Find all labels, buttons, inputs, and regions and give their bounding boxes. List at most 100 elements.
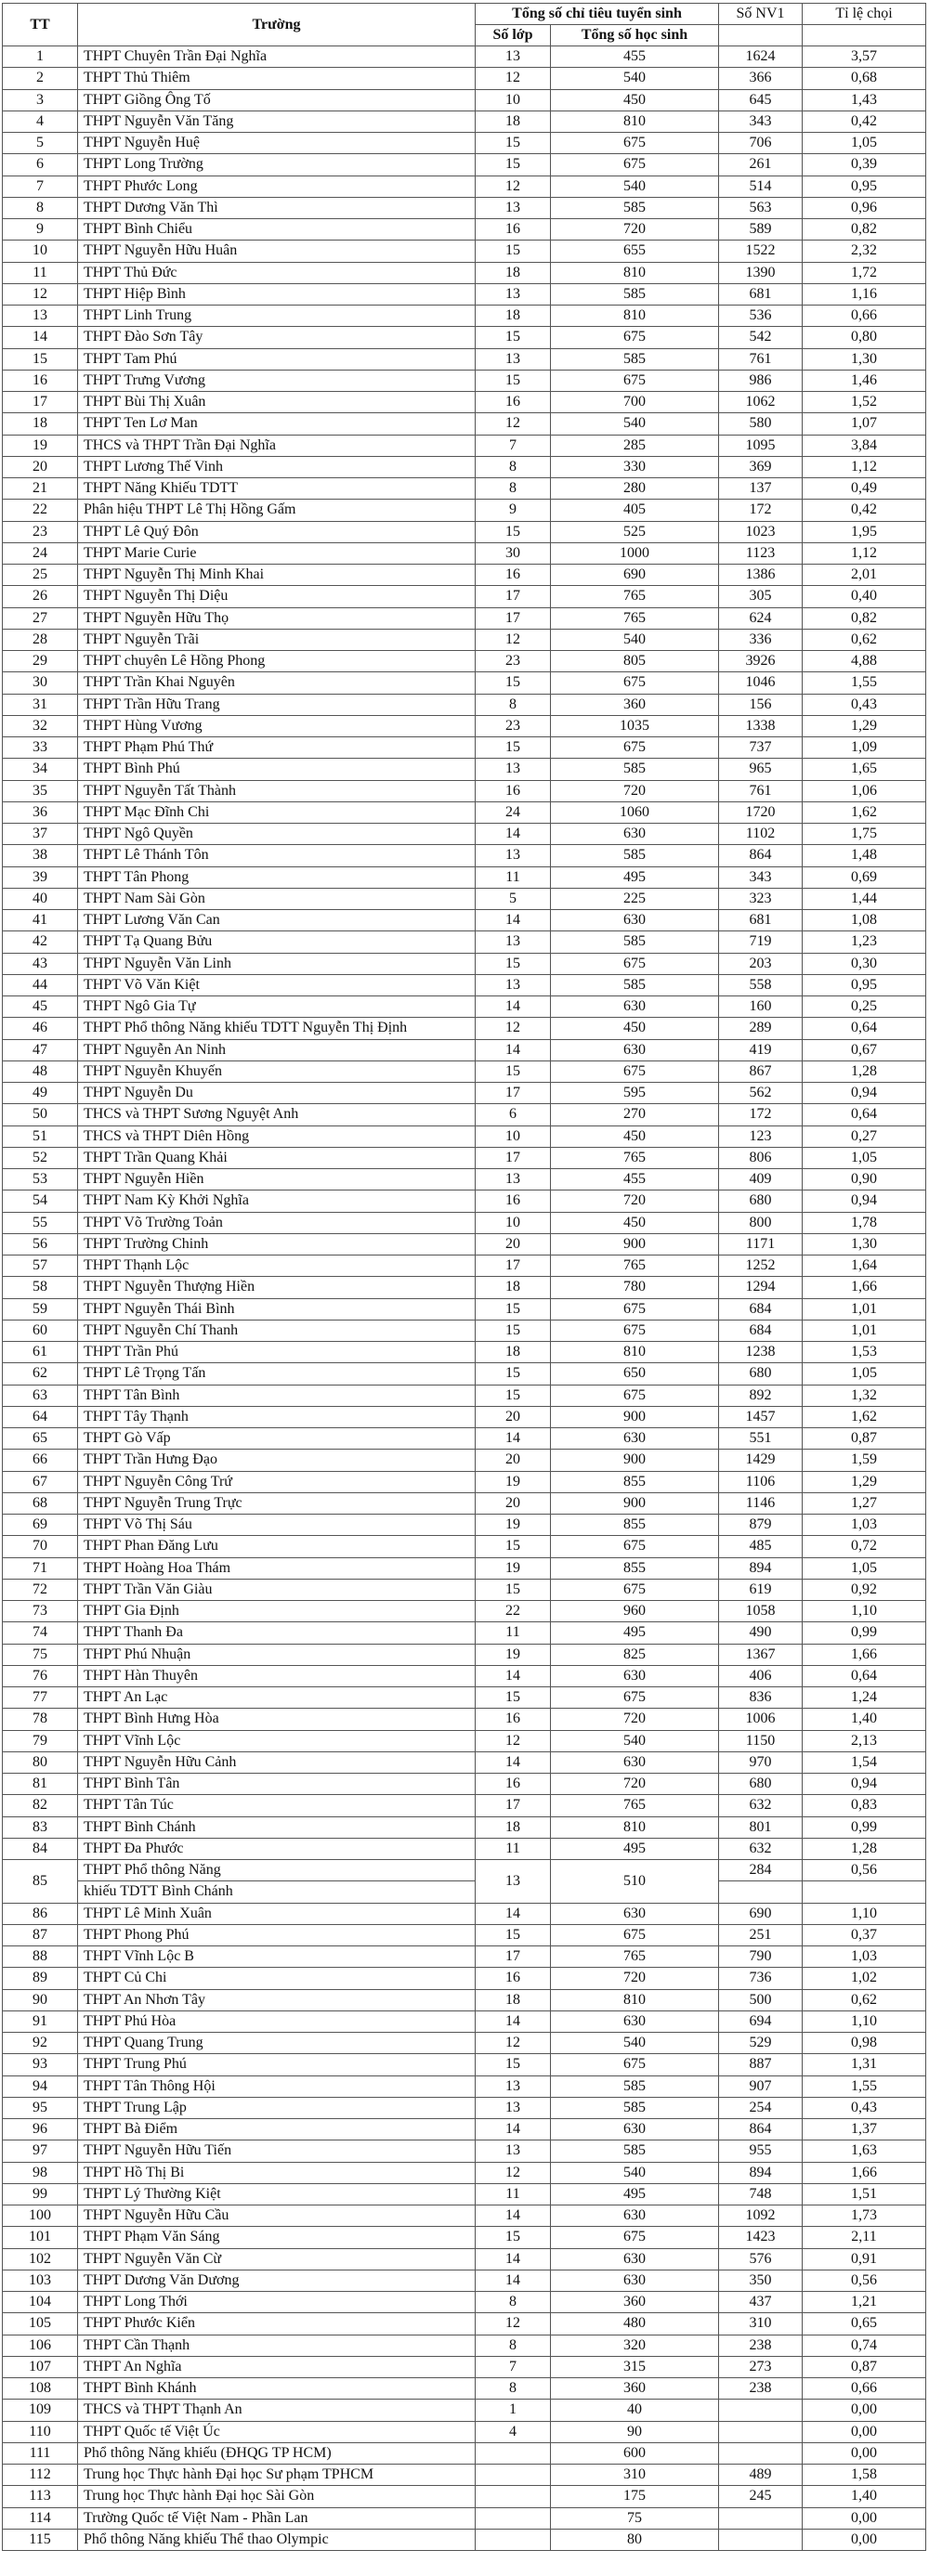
cell-class-count: 12 xyxy=(475,1017,551,1040)
cell-school: Phổ thông Năng khiếu Thể thao Olympic xyxy=(77,2528,476,2552)
cell-student-total: 630 xyxy=(550,908,719,932)
cell-school: THPT Nguyễn Thượng Hiền xyxy=(77,1276,476,1299)
cell-nv1: 563 xyxy=(718,196,803,220)
cell-class-count xyxy=(475,2441,551,2465)
cell-tt: 112 xyxy=(2,2463,78,2487)
cell-ratio: 0,37 xyxy=(802,1923,926,1947)
cell-school: THPT Hoàng Hoa Thám xyxy=(77,1556,476,1580)
cell-class-count: 15 xyxy=(475,1060,551,1084)
cell-class-count: 18 xyxy=(475,1276,551,1299)
table-row: 44 THPT Võ Văn Kiệt 13 585 558 0,95 xyxy=(2,973,926,997)
table-row: 78 THPT Bình Hưng Hòa 16 720 1006 1,40 xyxy=(2,1708,926,1731)
table-row: 62 THPT Lê Trọng Tấn 15 650 680 1,05 xyxy=(2,1362,926,1386)
cell-class-count: 14 xyxy=(475,2204,551,2228)
cell-nv1: 514 xyxy=(718,175,803,198)
cell-ratio: 1,01 xyxy=(802,1319,926,1343)
cell-school: THPT Nguyễn Hữu Huân xyxy=(77,240,476,263)
cell-class-count: 15 xyxy=(475,520,551,543)
cell-school: THPT Vĩnh Lộc xyxy=(77,1729,476,1752)
cell-class-count: 14 xyxy=(475,995,551,1019)
table-row: 32 THPT Hùng Vương 23 1035 1338 1,29 xyxy=(2,714,926,738)
cell-nv1: 1023 xyxy=(718,520,803,543)
cell-nv1: 894 xyxy=(718,2161,803,2184)
cell-ratio: 1,78 xyxy=(802,1211,926,1234)
table-row: 23 THPT Lê Quý Đôn 15 525 1023 1,95 xyxy=(2,520,926,543)
cell-class-count: 18 xyxy=(475,304,551,328)
cell-ratio: 1,05 xyxy=(802,1146,926,1170)
cell-class-count: 5 xyxy=(475,887,551,911)
cell-tt: 99 xyxy=(2,2182,78,2206)
table-row: 68 THPT Nguyễn Trung Trực 20 900 1146 1,27 xyxy=(2,1491,926,1516)
cell-student-total: 765 xyxy=(550,1945,719,1969)
cell-school: THPT Trần Hữu Trang xyxy=(77,693,476,716)
cell-nv1: 955 xyxy=(718,2140,803,2163)
cell-nv1: 1095 xyxy=(718,434,803,457)
cell-tt: 84 xyxy=(2,1837,78,1861)
cell-tt: 19 xyxy=(2,434,78,457)
cell-class-count: 15 xyxy=(475,131,551,155)
table-row: 29 THPT chuyên Lê Hồng Phong 23 805 3926 4,88 xyxy=(2,649,926,673)
cell-ratio: 0,56 xyxy=(802,2269,926,2293)
table-row: 111 Phổ thông Năng khiếu (ĐHQG TP HCM) 600… xyxy=(2,2441,926,2465)
table-row: 67 THPT Nguyễn Công Trứ 19 855 1106 1,29 xyxy=(2,1470,926,1493)
cell-nv1: 529 xyxy=(718,2031,803,2055)
cell-student-total: 40 xyxy=(550,2399,719,2422)
table-row: 5 THPT Nguyễn Huệ 15 675 706 1,05 xyxy=(2,131,926,155)
cell-ratio: 0,39 xyxy=(802,153,926,176)
cell-tt: 81 xyxy=(2,1772,78,1796)
cell-school: THPT Trần Khai Nguyên xyxy=(77,671,476,695)
cell-tt: 5 xyxy=(2,131,78,155)
cell-class-count: 17 xyxy=(475,1146,551,1170)
table-row: 15 THPT Tam Phú 13 585 761 1,30 xyxy=(2,347,926,371)
cell-class-count xyxy=(475,2506,551,2530)
cell-tt: 80 xyxy=(2,1750,78,1775)
cell-student-total: 765 xyxy=(550,1146,719,1170)
cell-nv1: 1390 xyxy=(718,261,803,284)
table-row: 2 THPT Thủ Thiêm 12 540 366 0,68 xyxy=(2,67,926,90)
cell-nv1: 1522 xyxy=(718,240,803,263)
cell-tt: 94 xyxy=(2,2075,78,2098)
cell-ratio: 1,27 xyxy=(802,1491,926,1516)
cell-ratio: 1,73 xyxy=(802,2204,926,2228)
cell-nv1: 719 xyxy=(718,930,803,954)
cell-school: THPT Quốc tế Việt Úc xyxy=(77,2420,476,2443)
cell-class-count: 23 xyxy=(475,714,551,738)
cell-student-total: 540 xyxy=(550,628,719,652)
cell-class-count: 15 xyxy=(475,1535,551,1558)
table-row: 84 THPT Đa Phước 11 495 632 1,28 xyxy=(2,1837,926,1861)
cell-student-total: 675 xyxy=(550,1319,719,1343)
cell-nv1: 1252 xyxy=(718,1254,803,1278)
cell-tt: 8 xyxy=(2,196,78,220)
cell-tt: 33 xyxy=(2,735,78,760)
cell-student-total: 540 xyxy=(550,67,719,90)
cell-class-count: 12 xyxy=(475,1729,551,1752)
cell-school: THPT Gò Vấp xyxy=(77,1426,476,1451)
cell-tt: 31 xyxy=(2,693,78,716)
cell-nv1: 343 xyxy=(718,110,803,134)
cell-school: THPT Giồng Ông Tố xyxy=(77,88,476,111)
cell-student-total: 810 xyxy=(550,1815,719,1839)
cell-class-count: 15 xyxy=(475,240,551,263)
cell-tt: 71 xyxy=(2,1556,78,1580)
cell-class-count: 13 xyxy=(475,45,551,69)
cell-class-count: 10 xyxy=(475,1125,551,1148)
cell-nv1: 1386 xyxy=(718,563,803,587)
cell-ratio: 0,96 xyxy=(802,196,926,220)
cell-school: THPT Long Trường xyxy=(77,153,476,176)
cell-school: Trung học Thực hành Đại học Sài Gòn xyxy=(77,2485,476,2508)
table-row: 66 THPT Trần Hưng Đạo 20 900 1429 1,59 xyxy=(2,1449,926,1472)
cell-ratio: 1,10 xyxy=(802,2010,926,2034)
cell-school: THPT Củ Chi xyxy=(77,1967,476,1990)
cell-school: THPT Trần Văn Giàu xyxy=(77,1578,476,1602)
table-row: 7 THPT Phước Long 12 540 514 0,95 xyxy=(2,175,926,198)
cell-school: THPT Nguyễn Trãi xyxy=(77,628,476,652)
table-row: 36 THPT Mạc Đĩnh Chi 24 1060 1720 1,62 xyxy=(2,800,926,825)
cell-nv1: 1006 xyxy=(718,1708,803,1731)
cell-class-count: 16 xyxy=(475,563,551,587)
cell-ratio: 1,66 xyxy=(802,2161,926,2184)
cell-nv1: 1106 xyxy=(718,1470,803,1493)
cell-student-total: 455 xyxy=(550,45,719,69)
cell-class-count: 18 xyxy=(475,1815,551,1839)
cell-tt: 83 xyxy=(2,1815,78,1839)
cell-school: THPT Đào Sơn Tây xyxy=(77,326,476,349)
